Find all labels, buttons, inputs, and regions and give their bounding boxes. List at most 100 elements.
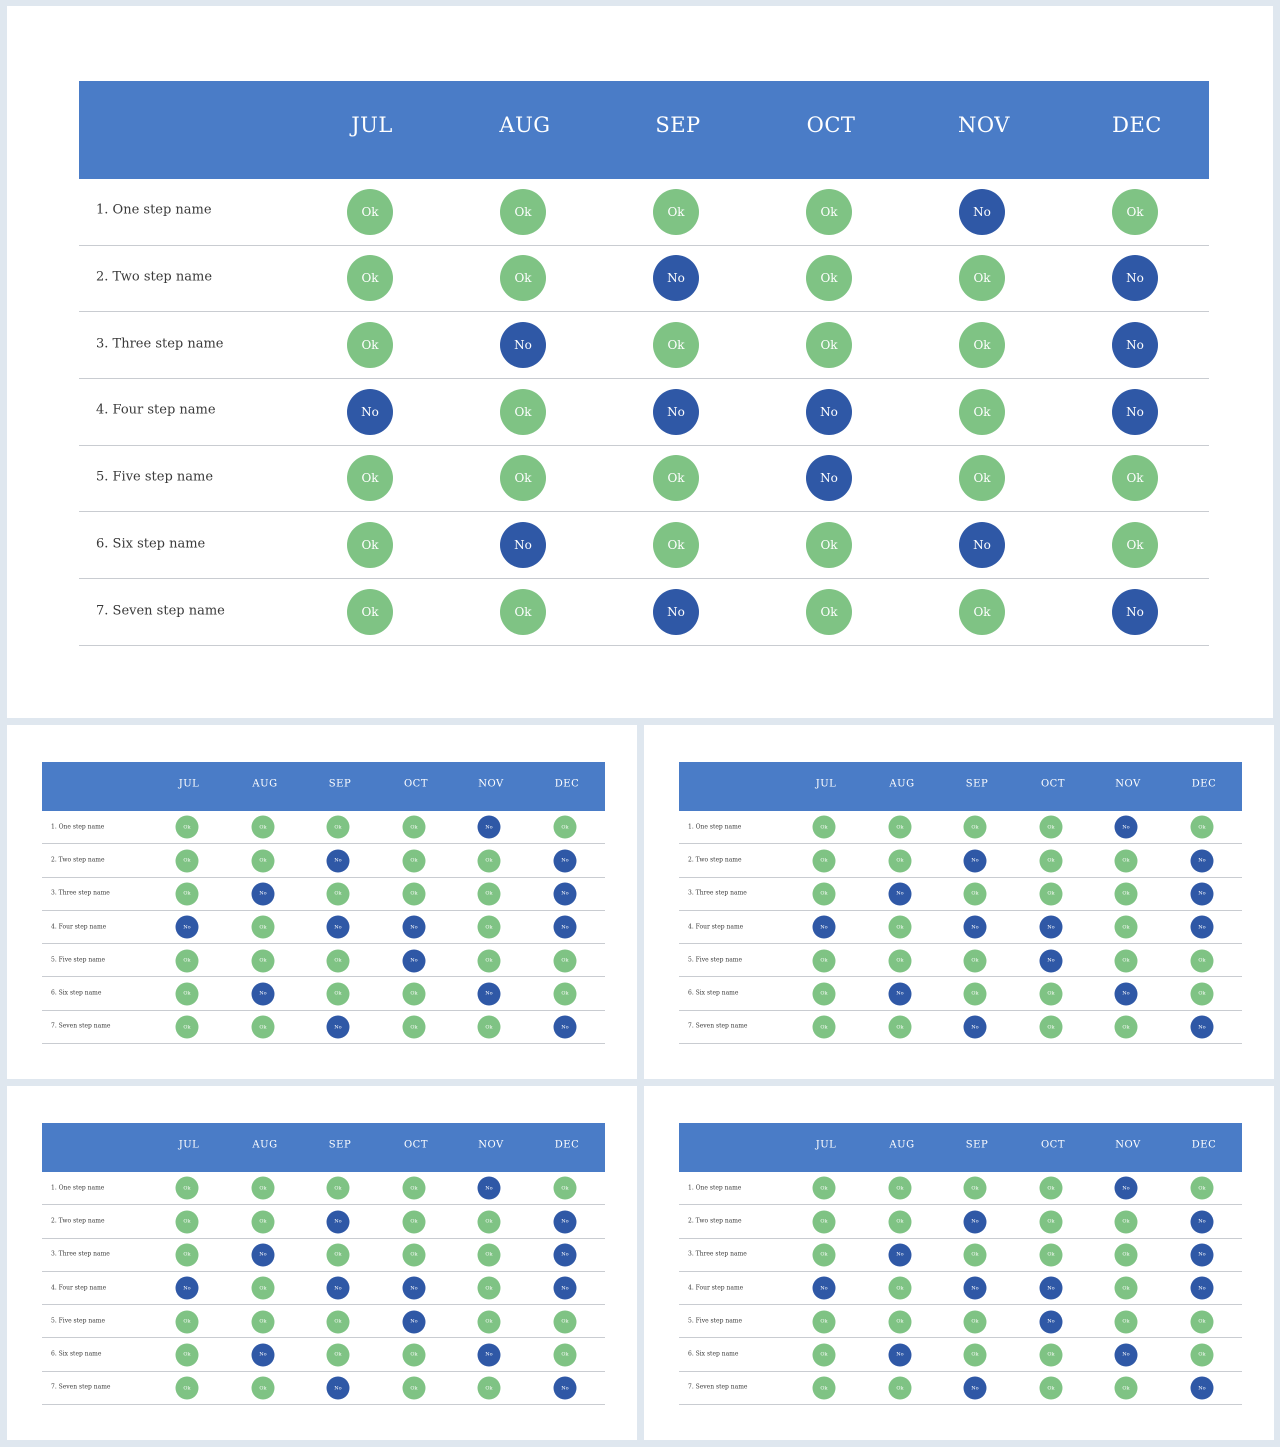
slide-thumbnail-top-right[interactable]: JUL AUG SEP OCT NOV DEC 1. One step name Ok Ok Ok…	[644, 725, 1274, 1079]
status-badge: Ok	[175, 1243, 199, 1267]
status-badge: Ok	[1190, 949, 1214, 972]
month-header-aug: AUG	[889, 778, 915, 790]
status-badge: Ok	[888, 849, 912, 873]
status-badge: Ok	[477, 915, 501, 939]
table-row: 5. Five step name Ok Ok Ok No Ok Ok	[42, 944, 605, 978]
row-label: 4. Four step name	[51, 923, 107, 931]
status-badge: No	[806, 455, 852, 502]
month-header-sep: SEP	[328, 778, 352, 790]
status-badge: Ok	[402, 1210, 426, 1234]
row-label: 5. Five step name	[688, 956, 743, 964]
table-row: 1. One step name Ok Ok Ok Ok No Ok	[679, 1172, 1242, 1206]
status-badge: Ok	[477, 949, 501, 972]
status-badge: Ok	[251, 915, 275, 939]
status-table: JUL AUG SEP OCT NOV DEC 1. One step name Ok Ok Ok…	[679, 762, 1242, 1045]
status-badge: No	[888, 882, 912, 906]
table-row: 6. Six step name Ok No Ok Ok No Ok	[42, 1339, 605, 1372]
row-label: 4. Four step name	[688, 1284, 744, 1292]
status-badge: Ok	[175, 882, 199, 906]
status-badge: Ok	[963, 1176, 987, 1200]
status-badge: Ok	[500, 588, 546, 635]
status-badge: Ok	[888, 1376, 912, 1400]
status-badge: No	[888, 1343, 912, 1367]
status-badge: Ok	[553, 982, 577, 1006]
status-badge: No	[500, 322, 546, 369]
month-header-dec: DEC	[1112, 113, 1162, 137]
status-badge: No	[1190, 882, 1214, 906]
status-badge: Ok	[175, 1343, 199, 1367]
row-label: 4. Four step name	[51, 1284, 107, 1292]
status-badge: Ok	[959, 255, 1005, 302]
status-badge: No	[251, 1343, 275, 1367]
status-badge: Ok	[963, 1343, 987, 1367]
status-badge: No	[553, 1243, 577, 1267]
month-header-nov: NOV	[1115, 1139, 1141, 1151]
slide-main[interactable]: JUL AUG SEP OCT NOV DEC 1. One step name Ok Ok Ok…	[7, 6, 1273, 718]
table-header: JUL AUG SEP OCT NOV DEC	[42, 762, 605, 811]
month-header-sep: SEP	[328, 1139, 352, 1151]
status-badge: Ok	[175, 1376, 199, 1400]
month-header-aug: AUG	[252, 778, 278, 790]
month-header-nov: NOV	[1115, 778, 1141, 790]
slide-thumbnail-bottom-right[interactable]: JUL AUG SEP OCT NOV DEC 1. One step name Ok Ok Ok…	[644, 1086, 1274, 1440]
status-badge: Ok	[812, 1343, 836, 1367]
table-row: 6. Six step name Ok No Ok Ok No Ok	[79, 513, 1209, 580]
row-label: 1. One step name	[688, 1184, 742, 1192]
table-row: 7. Seven step name Ok Ok No Ok Ok No	[42, 1372, 605, 1406]
status-badge: Ok	[963, 982, 987, 1006]
table-row: 2. Two step name Ok Ok No Ok Ok No	[79, 246, 1209, 313]
status-badge: Ok	[251, 1276, 275, 1300]
status-badge: No	[963, 915, 987, 939]
table-header: JUL AUG SEP OCT NOV DEC	[79, 81, 1209, 179]
status-badge: Ok	[1039, 1015, 1063, 1039]
table-row: 7. Seven step name Ok Ok No Ok Ok No	[679, 1372, 1242, 1406]
status-badge: Ok	[812, 815, 836, 839]
month-header-dec: DEC	[1191, 778, 1217, 790]
status-badge: Ok	[500, 388, 546, 435]
status-badge: No	[175, 915, 199, 939]
status-badge: Ok	[1039, 882, 1063, 906]
status-badge: Ok	[1114, 849, 1138, 873]
row-label: 6. Six step name	[51, 989, 102, 997]
status-badge: Ok	[553, 1310, 577, 1333]
slide-thumbnail-top-left[interactable]: JUL AUG SEP OCT NOV DEC 1. One step name Ok Ok Ok…	[7, 725, 637, 1079]
slide-thumbnail-bottom-left[interactable]: JUL AUG SEP OCT NOV DEC 1. One step name Ok Ok Ok…	[7, 1086, 637, 1440]
status-badge: Ok	[1039, 1176, 1063, 1200]
status-badge: Ok	[1039, 849, 1063, 873]
status-table: JUL AUG SEP OCT NOV DEC 1. One step name Ok Ok Ok…	[42, 1123, 605, 1406]
status-badge: Ok	[1114, 1243, 1138, 1267]
table-row: 4. Four step name No Ok No No Ok No	[679, 911, 1242, 945]
status-badge: No	[477, 1176, 501, 1200]
status-badge: Ok	[888, 1310, 912, 1333]
status-badge: Ok	[477, 1015, 501, 1039]
status-badge: No	[1190, 1276, 1214, 1300]
month-header-jul: JUL	[178, 1139, 200, 1151]
status-badge: Ok	[959, 388, 1005, 435]
status-badge: Ok	[1190, 815, 1214, 839]
table-row: 5. Five step name Ok Ok Ok No Ok Ok	[42, 1305, 605, 1339]
table-row: 3. Three step name Ok No Ok Ok Ok No	[42, 878, 605, 911]
status-badge: Ok	[1039, 815, 1063, 839]
status-badge: No	[500, 522, 546, 569]
month-header-oct: OCT	[1040, 778, 1066, 790]
status-badge: Ok	[477, 849, 501, 873]
status-badge: Ok	[1114, 1015, 1138, 1039]
row-label: 3. Three step name	[96, 336, 224, 352]
status-badge: Ok	[963, 815, 987, 839]
status-badge: Ok	[963, 882, 987, 906]
row-label: 4. Four step name	[688, 923, 744, 931]
status-badge: Ok	[653, 188, 699, 235]
status-badge: No	[1112, 588, 1158, 635]
status-badge: Ok	[653, 522, 699, 569]
status-badge: Ok	[175, 1176, 199, 1200]
status-badge: Ok	[888, 1176, 912, 1200]
status-badge: Ok	[477, 1276, 501, 1300]
status-badge: No	[653, 255, 699, 302]
status-badge: Ok	[963, 1310, 987, 1333]
status-badge: Ok	[251, 815, 275, 839]
status-badge: Ok	[1114, 915, 1138, 939]
table-row: 2. Two step name Ok Ok No Ok Ok No	[42, 1205, 605, 1239]
status-badge: Ok	[175, 982, 199, 1006]
table-row: 7. Seven step name Ok Ok No Ok Ok No	[79, 579, 1209, 646]
month-header-dec: DEC	[554, 778, 580, 790]
